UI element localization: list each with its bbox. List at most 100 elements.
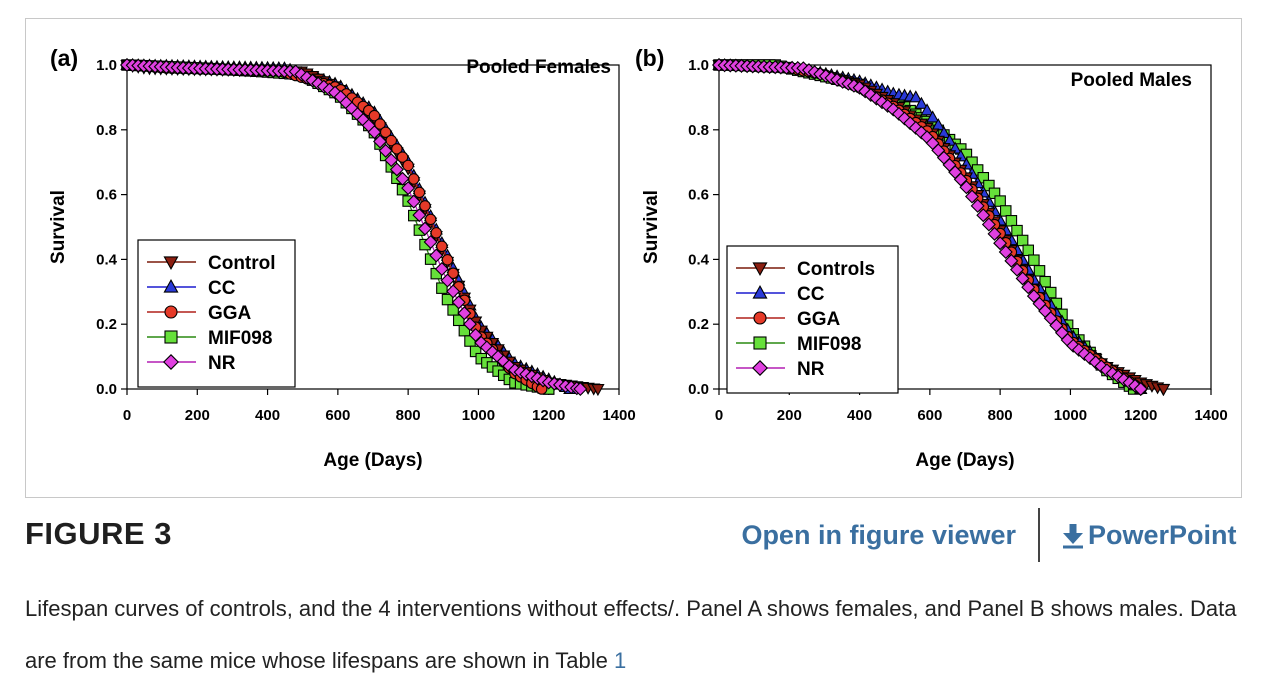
legend-marker xyxy=(163,256,179,271)
data-point xyxy=(1011,224,1023,237)
y-tick-label: 0.0 xyxy=(688,381,709,398)
data-point xyxy=(897,111,912,126)
data-point xyxy=(891,106,906,121)
x-axis-label: Age (Days) xyxy=(915,450,1014,471)
y-tick-label: 0.8 xyxy=(96,122,117,139)
data-point xyxy=(869,91,884,106)
data-point xyxy=(959,180,974,195)
x-tick-label: 600 xyxy=(325,407,350,424)
powerpoint-label: PowerPoint xyxy=(1088,520,1237,550)
legend-label: NR xyxy=(797,359,825,380)
x-tick-label: 200 xyxy=(185,407,210,424)
data-point xyxy=(1009,262,1025,277)
data-point xyxy=(1004,253,1019,268)
data-point xyxy=(401,181,416,196)
data-point xyxy=(434,261,449,277)
data-point xyxy=(374,118,386,130)
data-point xyxy=(976,208,991,223)
data-point xyxy=(998,244,1013,260)
y-tick-label: 0.6 xyxy=(688,187,709,204)
x-tick-label: 800 xyxy=(396,407,421,424)
data-point xyxy=(502,359,517,374)
data-point xyxy=(1022,244,1035,257)
open-figure-viewer-link[interactable]: Open in figure viewer xyxy=(741,520,1016,550)
powerpoint-download-link[interactable]: PowerPoint xyxy=(1061,520,1237,551)
y-tick-label: 0.0 xyxy=(96,381,117,398)
data-point xyxy=(914,96,929,109)
legend-label: GGA xyxy=(797,309,841,330)
legend-label: GGA xyxy=(208,303,252,324)
link-divider xyxy=(1038,508,1040,562)
plot-frame-0 xyxy=(126,64,620,390)
data-point xyxy=(441,254,454,266)
panel-title: Pooled Males xyxy=(1071,70,1192,91)
legend-label: CC xyxy=(208,278,236,299)
x-tick-label: 1400 xyxy=(1194,407,1227,424)
data-point xyxy=(926,110,940,123)
legend-marker xyxy=(753,311,767,325)
data-point xyxy=(591,384,605,397)
legend-marker xyxy=(163,354,179,370)
data-point xyxy=(406,194,421,209)
y-tick-label: 0.2 xyxy=(96,316,117,333)
x-tick-label: 400 xyxy=(847,407,872,424)
data-point xyxy=(402,159,414,172)
x-tick-label: 1000 xyxy=(462,407,495,424)
data-point xyxy=(378,143,393,158)
data-point xyxy=(1133,381,1148,397)
x-tick-label: 0 xyxy=(715,407,723,424)
x-tick-label: 1400 xyxy=(602,407,635,424)
legend-label: Controls xyxy=(797,259,875,280)
data-point xyxy=(440,273,455,288)
data-point xyxy=(412,208,427,223)
data-point xyxy=(994,195,1006,207)
panel-label: (b) xyxy=(635,45,664,71)
series-nr xyxy=(119,57,588,397)
data-point xyxy=(1156,384,1171,397)
data-point xyxy=(1066,338,1081,353)
data-point xyxy=(970,198,985,213)
y-tick-label: 0.2 xyxy=(688,316,709,333)
figure-frame: 0.0 0.2 0.4 0.6 0.8 1.0 0 200 400 600 800 1000 1200 1… xyxy=(25,18,1242,498)
legend-marker xyxy=(753,336,767,350)
data-point xyxy=(423,235,438,250)
y-axis-label: Survival xyxy=(641,190,662,264)
data-point xyxy=(391,143,403,155)
legend-label: MIF098 xyxy=(208,328,272,349)
series-nr xyxy=(711,57,1148,397)
legend-label: CC xyxy=(797,284,825,305)
panel-label: (a) xyxy=(50,45,78,71)
data-point xyxy=(1015,271,1030,286)
data-point xyxy=(987,226,1002,241)
data-point xyxy=(451,295,466,310)
legend-marker xyxy=(164,305,178,319)
data-point xyxy=(446,284,461,299)
data-point xyxy=(1026,289,1041,304)
data-point xyxy=(1005,215,1018,227)
data-point xyxy=(447,267,459,280)
legend-label: MIF098 xyxy=(797,334,861,355)
data-point xyxy=(462,317,478,332)
data-point xyxy=(914,125,929,140)
data-point xyxy=(909,90,923,103)
data-point xyxy=(965,189,980,204)
table-1-link[interactable]: 1 xyxy=(614,648,627,673)
x-tick-label: 0 xyxy=(123,407,131,424)
caption-text: Lifespan curves of controls, and the 4 i… xyxy=(25,596,1237,673)
data-point xyxy=(1021,280,1036,295)
data-point xyxy=(858,84,873,99)
data-point xyxy=(993,236,1008,251)
x-tick-label: 200 xyxy=(777,407,802,424)
data-point xyxy=(424,213,437,226)
data-point xyxy=(396,151,409,163)
y-axis-label: Survival xyxy=(48,190,69,264)
data-point xyxy=(368,109,381,122)
data-point xyxy=(389,162,404,177)
panel-title: Pooled Females xyxy=(466,57,611,78)
data-point xyxy=(384,153,399,168)
data-point xyxy=(436,240,448,253)
data-point xyxy=(468,327,483,342)
x-tick-label: 400 xyxy=(255,407,280,424)
figure-label: FIGURE 3 xyxy=(25,516,172,551)
y-tick-label: 1.0 xyxy=(96,57,117,74)
